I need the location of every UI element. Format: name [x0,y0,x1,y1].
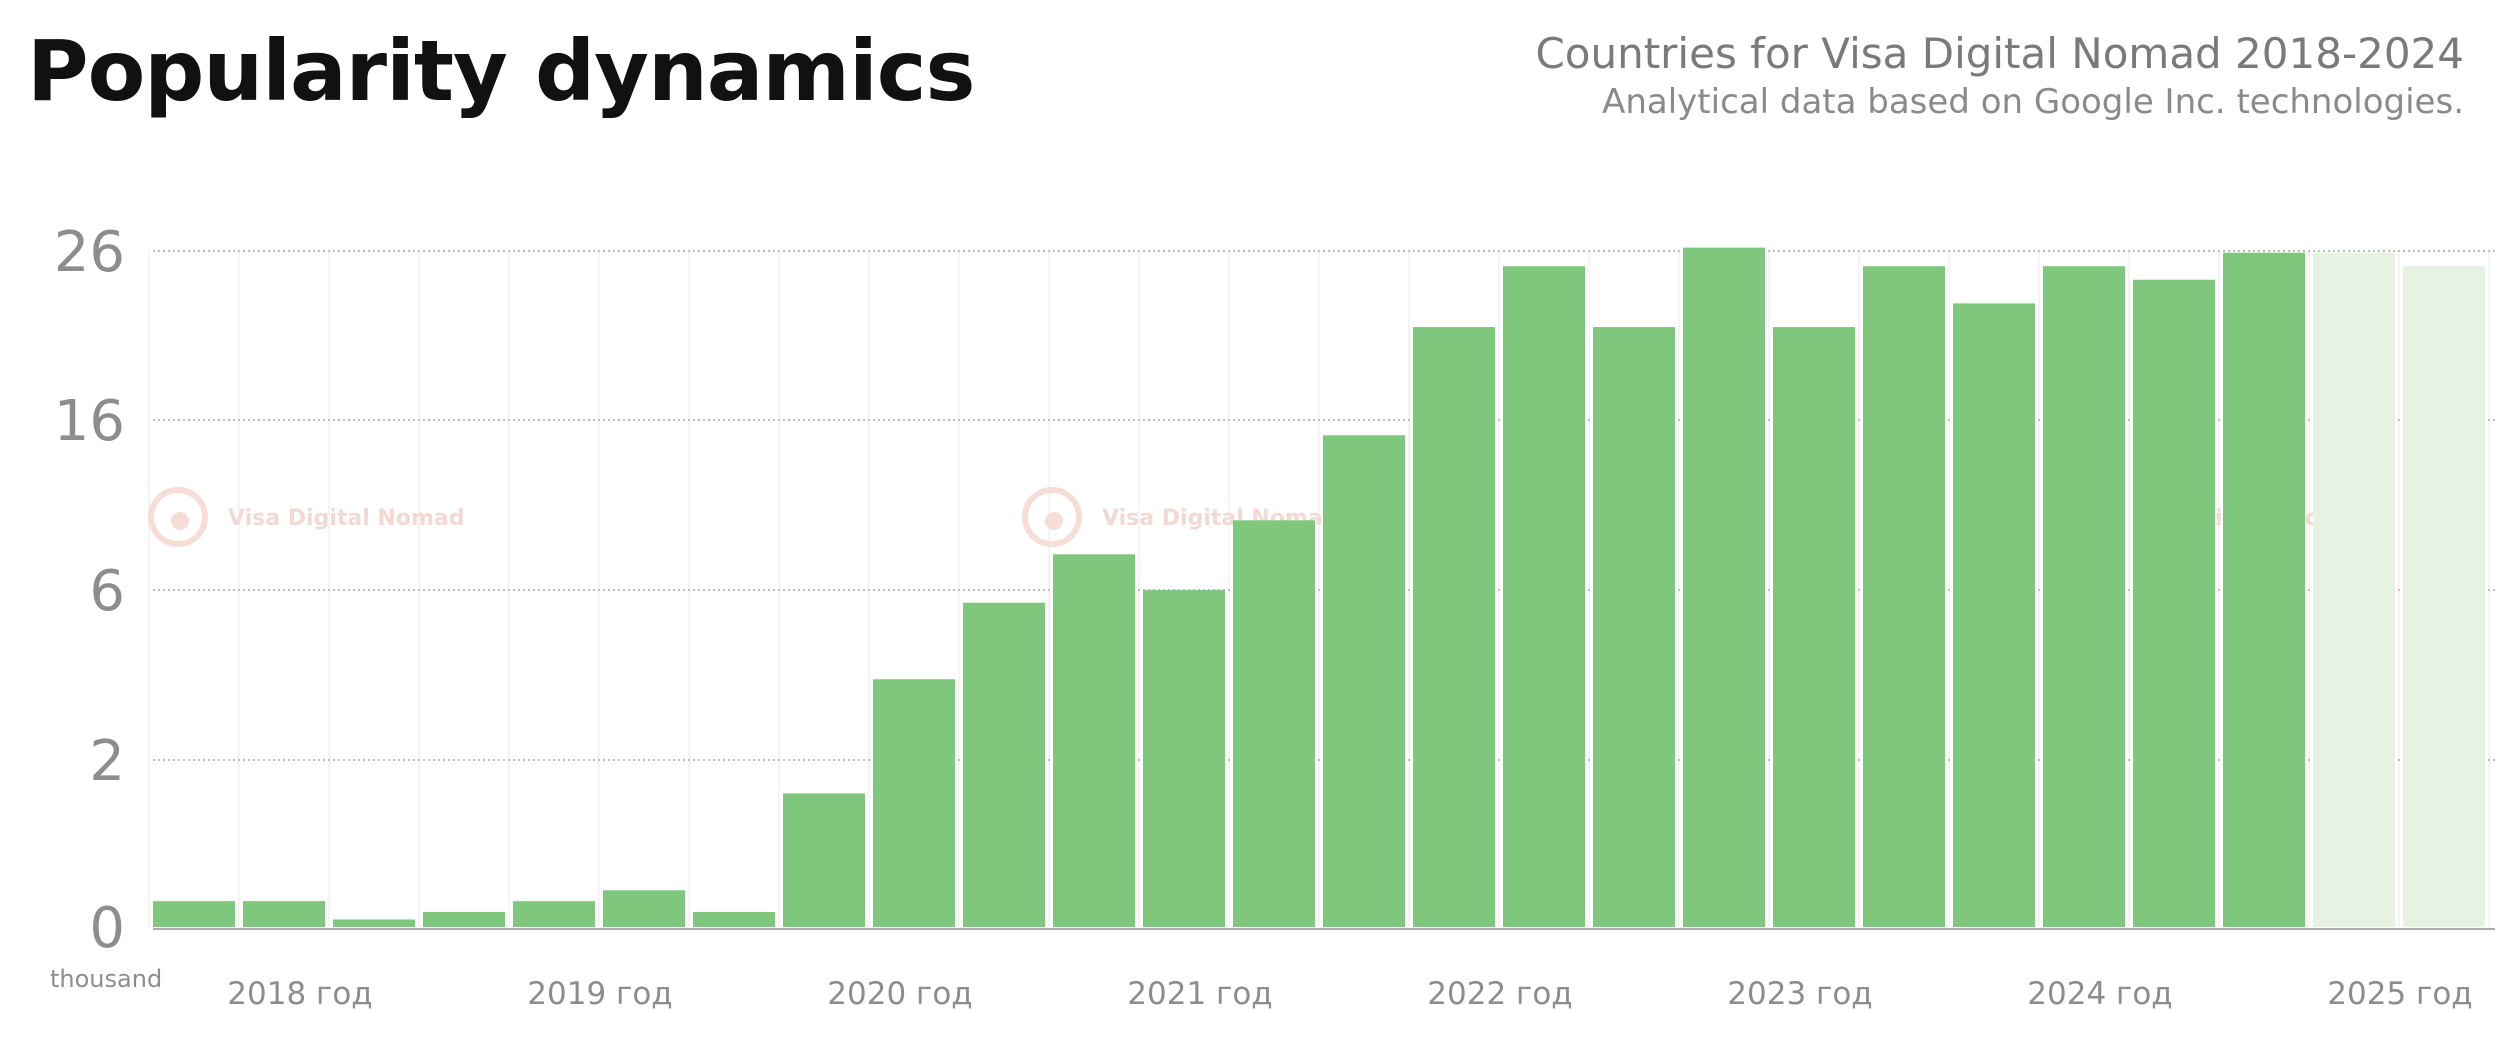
y-tick-label: 26 [54,220,125,285]
bar [873,679,955,927]
bar [603,890,685,927]
y-tick-label: 16 [54,389,125,454]
forecast-bar [2313,252,2395,927]
x-tick-label: 2021 год [1127,976,1272,1012]
bar [153,901,235,927]
x-tick-label: 2020 год [827,976,972,1012]
x-axis-ticks: 2018 год 2019 год 2020 год 2021 год 2022 год… [227,976,2472,1012]
y-unit-label: thousand [50,965,162,993]
watermark-logo-dot [171,512,189,530]
forecast-bar [2403,266,2485,928]
bar [693,911,775,927]
bar [513,901,595,927]
bar [1683,247,1765,927]
y-tick-label: 6 [89,559,125,624]
watermark-logo-icon [1022,487,1082,547]
bar [2133,279,2215,928]
chart-subtitle: Countries for Visa Digital Nomad 2018-20… [1535,28,2464,124]
bar [2223,252,2305,927]
x-tick-label: 2023 год [1727,976,1872,1012]
x-tick-label: 2018 год [227,976,372,1012]
bar [783,793,865,927]
subtitle-line-2: Analytical data based on Google Inc. tec… [1602,82,2464,122]
bar [333,919,415,927]
bar [423,911,505,927]
watermark-text: Visa Digital Nomad [228,506,464,531]
bar [1593,327,1675,927]
bar [1053,554,1135,927]
y-tick-label: 0 [89,896,125,961]
subtitle-line-1: Countries for Visa Digital Nomad 2018-20… [1535,29,2464,78]
bars [153,247,2485,928]
x-tick-label: 2019 год [527,976,672,1012]
bar [1953,303,2035,927]
watermark-logo-icon [148,487,208,547]
bar [2043,266,2125,928]
bar [1143,590,1225,927]
chart-title: Popularity dynamics [27,22,976,120]
x-tick-label: 2025 год [2327,976,2472,1012]
bar [1773,327,1855,927]
bar [1863,266,1945,928]
bar [243,901,325,927]
watermark-logo-dot [1045,512,1063,530]
bar [1413,327,1495,927]
bar [1233,520,1315,927]
x-tick-label: 2024 год [2027,976,2172,1012]
bar [1323,435,1405,927]
x-tick-label: 2022 год [1427,976,1572,1012]
y-tick-label: 2 [89,729,125,794]
bar [963,602,1045,927]
bar [1503,266,1585,928]
